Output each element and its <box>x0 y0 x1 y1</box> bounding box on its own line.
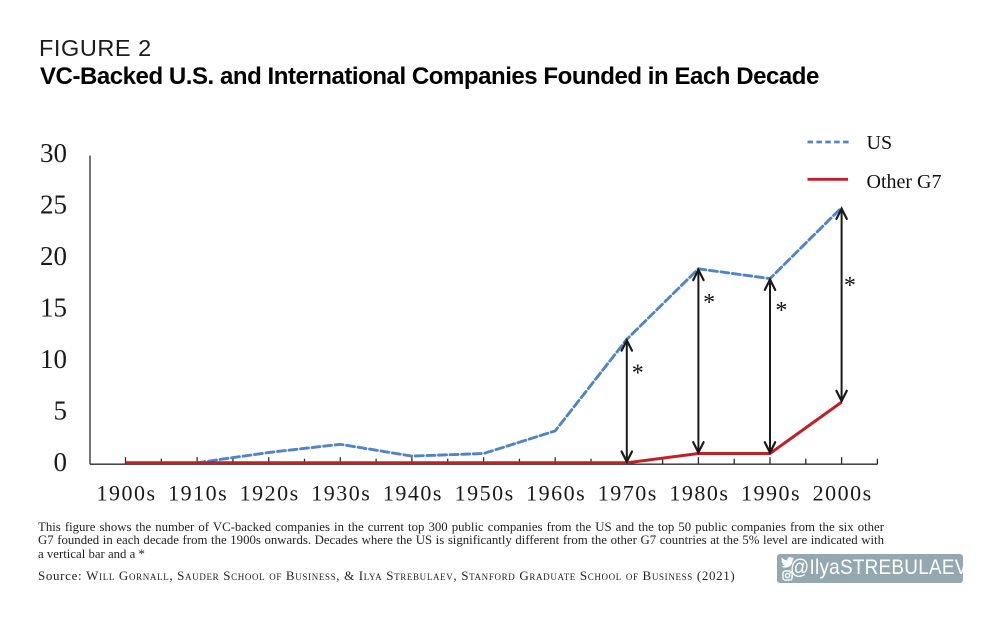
svg-text:1930s: 1930s <box>311 480 371 505</box>
svg-text:10: 10 <box>40 344 67 374</box>
svg-text:1910s: 1910s <box>168 480 228 505</box>
svg-text:1980s: 1980s <box>669 480 729 505</box>
svg-text:25: 25 <box>40 190 67 220</box>
svg-text:1950s: 1950s <box>455 480 515 505</box>
svg-text:US: US <box>867 132 893 154</box>
svg-text:1990s: 1990s <box>741 480 801 505</box>
svg-text:*: * <box>775 298 787 324</box>
svg-text:1960s: 1960s <box>526 480 586 505</box>
svg-text:Other G7: Other G7 <box>867 171 942 193</box>
svg-text:*: * <box>632 361 644 387</box>
svg-text:5: 5 <box>54 396 68 426</box>
svg-text:1940s: 1940s <box>383 480 443 505</box>
svg-text:30: 30 <box>40 138 67 168</box>
svg-text:*: * <box>703 290 715 316</box>
svg-text:*: * <box>844 273 856 299</box>
svg-text:2000s: 2000s <box>813 480 873 505</box>
svg-text:0: 0 <box>54 447 68 477</box>
svg-text:1900s: 1900s <box>96 480 156 505</box>
svg-text:1920s: 1920s <box>240 480 300 505</box>
svg-text:20: 20 <box>40 241 67 271</box>
svg-text:1970s: 1970s <box>598 480 658 505</box>
svg-text:15: 15 <box>40 293 67 323</box>
